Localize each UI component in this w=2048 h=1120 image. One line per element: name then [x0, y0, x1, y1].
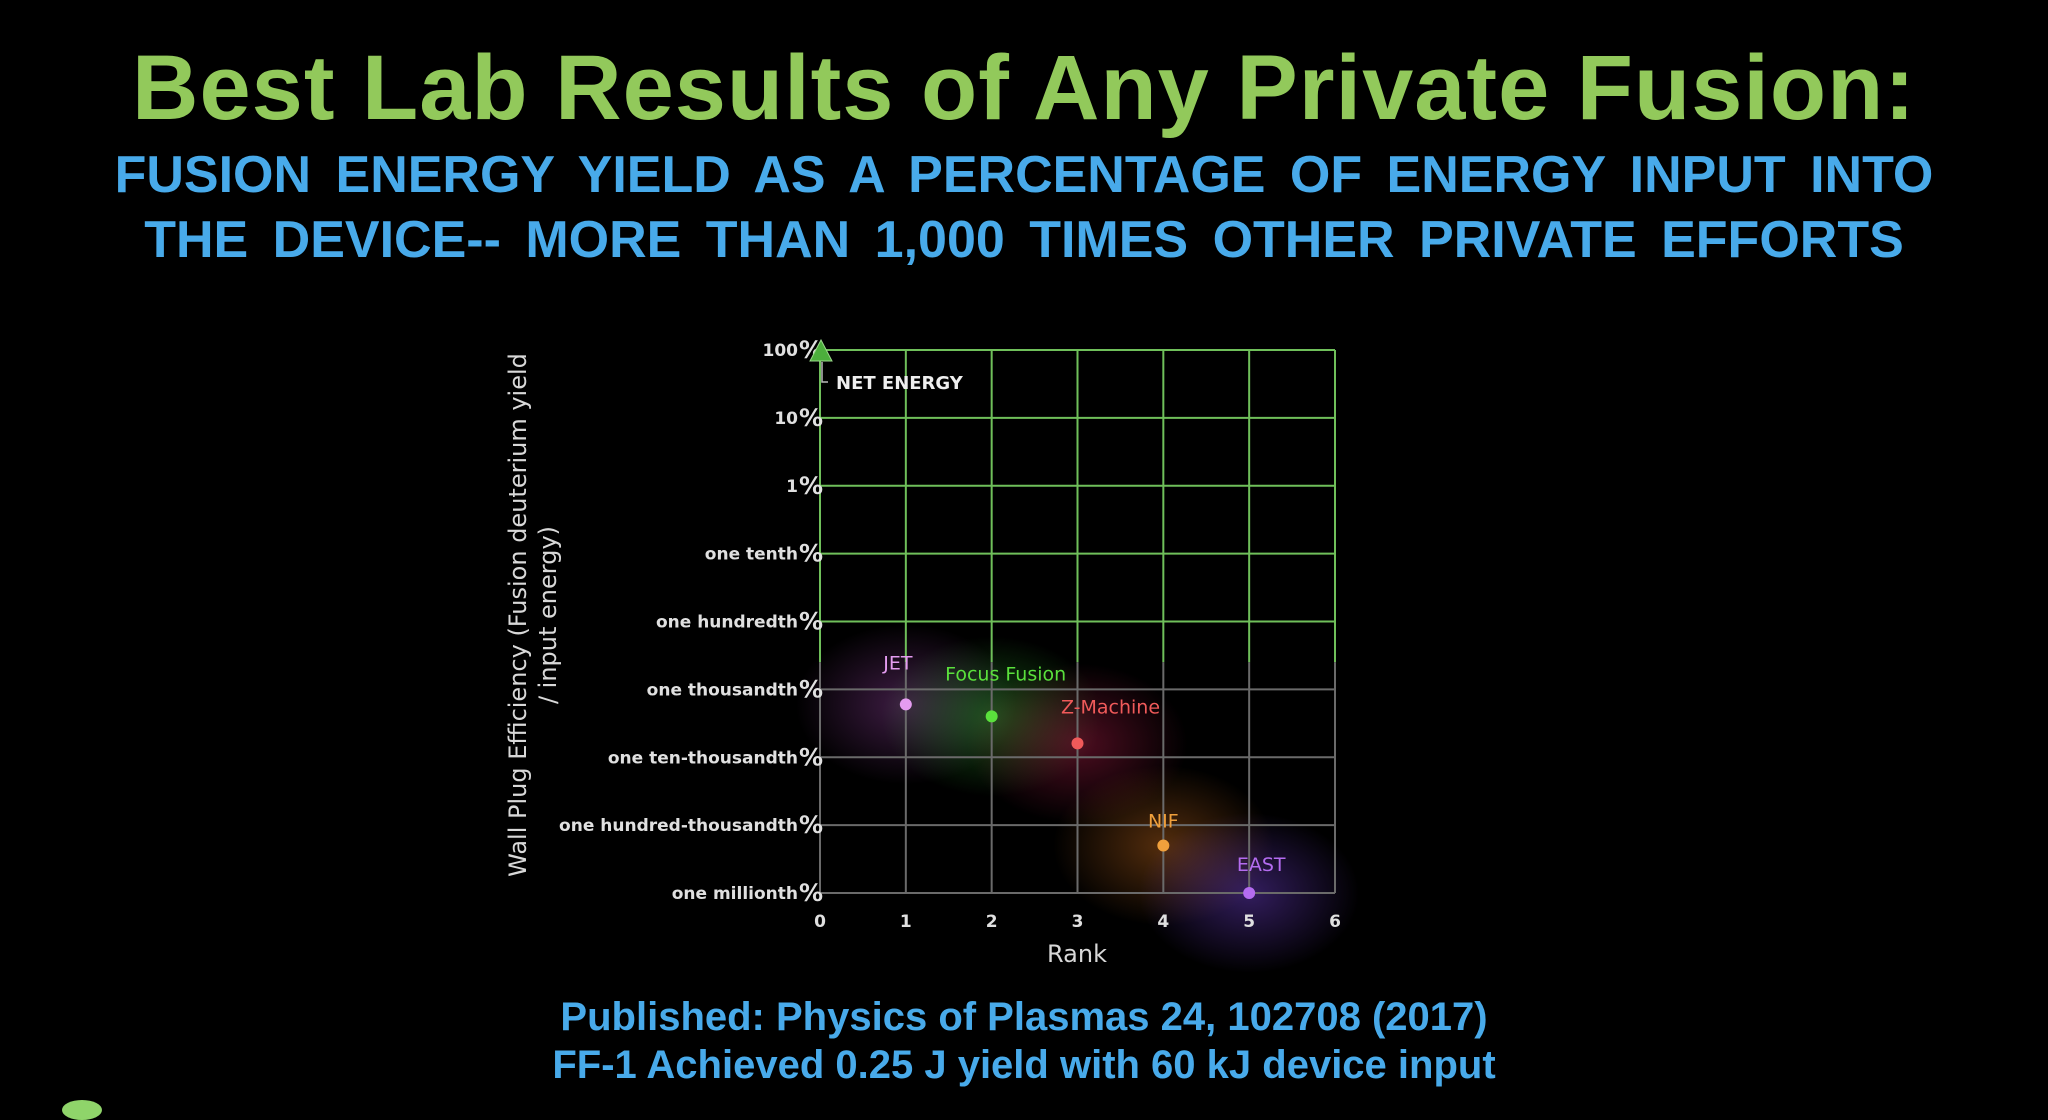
y-tick-percent: %	[799, 540, 823, 568]
data-point	[1157, 839, 1170, 852]
data-point-label: Z-Machine	[1061, 696, 1160, 718]
y-axis-title-line1: Wall Plug Efficiency (Fusion deuterium y…	[504, 353, 532, 877]
y-axis-ticks: 100 %10 %1 %one tenth %one hundredth %one tho…	[559, 336, 823, 907]
data-point	[1243, 887, 1256, 899]
x-tick-label: 3	[1072, 912, 1084, 932]
y-tick-label: one ten-thousandth	[608, 748, 798, 768]
y-tick-percent: %	[799, 404, 823, 432]
y-tick-label: one thousandth	[647, 680, 798, 700]
y-tick-percent: %	[799, 743, 823, 771]
y-tick-label: one hundredth	[656, 613, 798, 633]
y-axis-title-line2: / input energy)	[534, 526, 562, 704]
y-tick-percent: %	[799, 675, 823, 703]
x-tick-label: 0	[814, 912, 826, 932]
data-point-label: NIF	[1148, 811, 1179, 833]
slide-title: Best Lab Results of Any Private Fusion:	[132, 37, 1916, 139]
data-point	[899, 698, 912, 711]
data-points: JET Focus Fusion Z-Machine NIF EAST	[882, 652, 1286, 899]
y-tick-percent: %	[799, 472, 823, 500]
data-point	[985, 710, 998, 723]
net-energy-leader	[821, 362, 828, 383]
x-tick-label: 4	[1157, 912, 1169, 932]
data-point-label: Focus Fusion	[945, 663, 1066, 685]
y-tick-label: one hundred-thousandth	[559, 816, 798, 836]
net-energy-arrow-icon	[809, 338, 833, 362]
data-point-label: JET	[882, 652, 913, 674]
slide-subtitle-line1: FUSION ENERGY YIELD AS A PERCENTAGE OF E…	[114, 146, 1934, 204]
x-tick-label: 5	[1243, 912, 1255, 932]
corner-green-shape	[62, 1100, 102, 1120]
data-point-label: EAST	[1237, 854, 1286, 876]
data-point	[1071, 737, 1084, 750]
y-tick-percent: %	[799, 608, 823, 636]
y-tick-label: 100	[763, 341, 799, 361]
x-axis-title: Rank	[1047, 940, 1107, 968]
y-tick-percent: %	[799, 879, 823, 907]
footer-result: FF-1 Achieved 0.25 J yield with 60 kJ de…	[552, 1043, 1496, 1087]
footer-citation: Published: Physics of Plasmas 24, 102708…	[560, 995, 1488, 1039]
y-tick-percent: %	[799, 811, 823, 839]
x-tick-label: 1	[900, 912, 912, 932]
y-tick-label: one tenth	[705, 545, 798, 565]
slide-subtitle-line2: THE DEVICE-- MORE THAN 1,000 TIMES OTHER…	[144, 211, 1904, 269]
y-tick-label: 10	[774, 409, 798, 429]
net-energy-label: NET ENERGY	[836, 373, 964, 394]
y-tick-label: 1	[786, 477, 798, 497]
x-tick-label: 2	[986, 912, 998, 932]
x-tick-label: 6	[1329, 912, 1341, 932]
y-tick-label: one millionth	[672, 884, 798, 904]
x-axis-ticks: 0 1 2 3 4 5 6	[814, 912, 1341, 932]
